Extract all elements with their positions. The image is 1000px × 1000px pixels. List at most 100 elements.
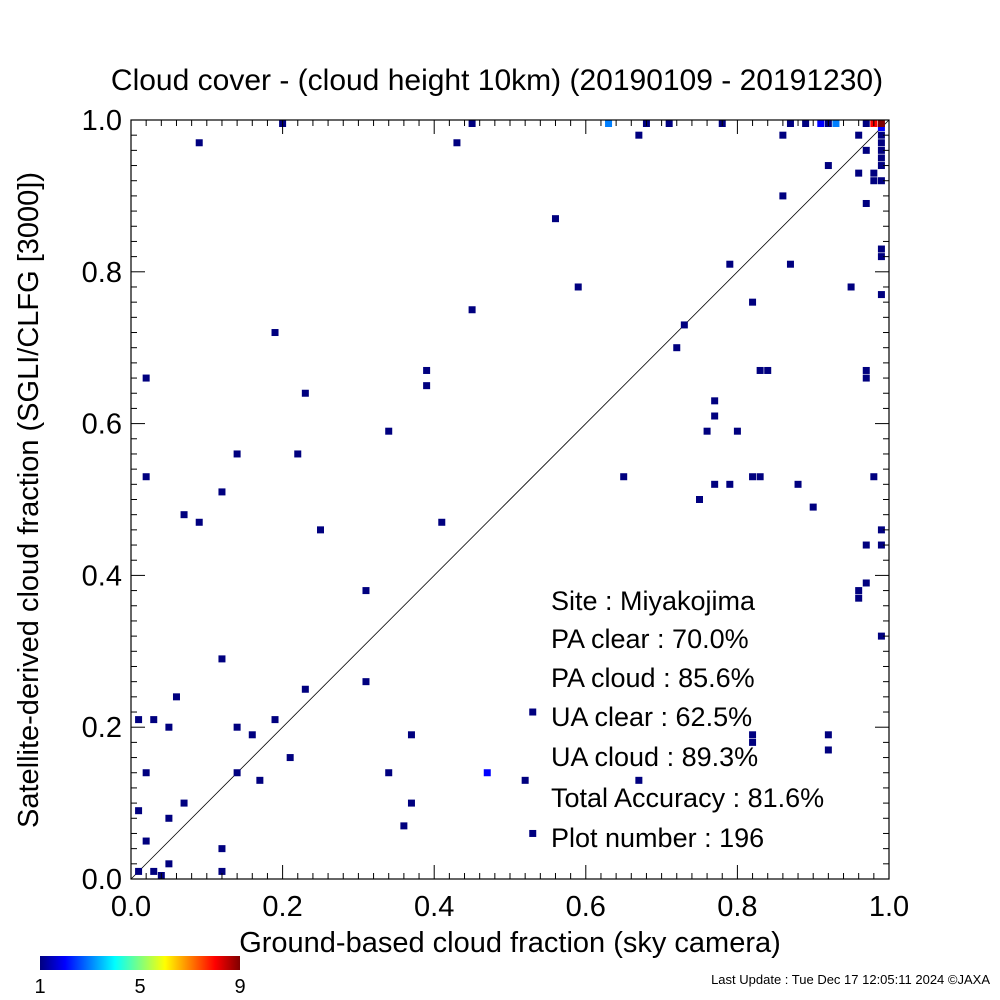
data-point — [696, 496, 703, 503]
data-point — [817, 120, 825, 127]
data-point — [142, 473, 150, 481]
data-point — [756, 366, 764, 374]
data-point — [271, 716, 279, 724]
x-axis-label: Ground-based cloud fraction (sky camera) — [239, 927, 781, 959]
data-point — [142, 837, 150, 845]
data-point — [824, 746, 832, 754]
y-tick-label: 0.4 — [82, 560, 122, 592]
data-point — [862, 199, 870, 207]
x-tick-label: 1.0 — [869, 891, 909, 923]
data-point — [877, 253, 885, 261]
data-point — [286, 754, 294, 762]
data-point — [877, 124, 885, 132]
data-point — [749, 298, 757, 306]
x-tick-label: 0.2 — [262, 891, 302, 923]
y-tick-label: 0.2 — [82, 712, 122, 744]
data-point — [855, 587, 863, 595]
data-point — [855, 594, 863, 602]
data-point — [317, 526, 324, 534]
data-point — [362, 587, 370, 595]
data-point — [711, 480, 719, 488]
x-tick-label: 0.4 — [414, 891, 454, 923]
footer-last-update: Last Update : Tue Dec 17 12:05:11 2024 ©… — [711, 972, 990, 987]
colorbar-tick-label: 9 — [234, 976, 245, 998]
data-point — [862, 579, 870, 587]
data-point — [786, 120, 794, 127]
data-point — [180, 511, 188, 519]
data-point — [407, 731, 415, 739]
data-point — [862, 366, 870, 374]
diagonal-line — [130, 119, 890, 880]
colorbar-tick-label: 1 — [34, 976, 45, 998]
data-point — [877, 291, 885, 299]
data-point — [703, 427, 711, 435]
data-point — [483, 769, 491, 777]
data-point — [574, 283, 582, 291]
y-tick-label: 1.0 — [82, 105, 122, 137]
data-point — [400, 822, 408, 830]
data-point — [877, 632, 885, 640]
data-point — [862, 120, 870, 127]
plot-area: 0.0 0.2 0.4 0.6 0.8 1.0 0.0 0.2 0.4 0.6 0.8 1.0 — [82, 105, 909, 923]
data-point — [362, 678, 370, 686]
data-point — [680, 321, 688, 329]
data-point — [620, 473, 628, 481]
x-tick-label: 0.0 — [111, 891, 151, 923]
data-point — [824, 731, 832, 739]
data-point — [877, 131, 885, 139]
data-point — [794, 480, 802, 488]
data-point — [635, 776, 643, 784]
data-point — [301, 685, 309, 693]
data-point — [165, 860, 173, 868]
data-point — [301, 389, 309, 397]
data-point — [726, 260, 734, 268]
data-point — [764, 366, 772, 374]
data-point — [877, 526, 885, 534]
colorbar-gradient — [40, 956, 240, 970]
data-point — [218, 655, 226, 663]
data-point — [233, 723, 241, 731]
data-point — [749, 731, 757, 739]
data-point — [453, 139, 461, 147]
colorbar-tick-label: 5 — [134, 976, 145, 998]
data-point — [779, 131, 787, 139]
stats-total-accuracy: Total Accuracy : 81.6% — [551, 783, 824, 813]
data-point — [165, 814, 173, 822]
x-tick-label: 0.6 — [566, 891, 606, 923]
data-point — [218, 845, 226, 853]
data-point — [218, 488, 226, 496]
data-point — [165, 723, 173, 731]
data-point — [711, 412, 719, 420]
data-point — [150, 716, 158, 724]
stats-pa-clear: PA clear : 70.0% — [551, 624, 749, 654]
data-point — [135, 807, 143, 815]
data-point — [233, 450, 241, 458]
data-point — [877, 120, 885, 127]
data-point — [233, 769, 241, 777]
data-point — [172, 693, 180, 701]
data-point — [786, 260, 794, 268]
data-point — [423, 382, 431, 390]
data-point — [779, 192, 787, 200]
y-tick-label: 0.0 — [82, 864, 122, 896]
data-point — [877, 245, 885, 253]
data-point — [423, 366, 431, 374]
data-point — [665, 120, 673, 127]
data-point — [294, 450, 302, 458]
data-point — [862, 146, 870, 154]
data-point — [733, 427, 741, 435]
data-point — [135, 716, 143, 724]
stats-plot-number: Plot number : 196 — [551, 823, 764, 853]
data-point — [195, 139, 203, 147]
data-point — [749, 473, 757, 481]
data-point — [135, 867, 143, 875]
data-point — [142, 374, 150, 382]
data-point — [150, 867, 158, 875]
data-point — [529, 708, 537, 716]
y-tick-label: 0.6 — [82, 409, 122, 441]
data-point — [180, 799, 188, 807]
data-point — [605, 120, 613, 127]
data-point — [142, 769, 150, 777]
data-point — [870, 177, 878, 185]
